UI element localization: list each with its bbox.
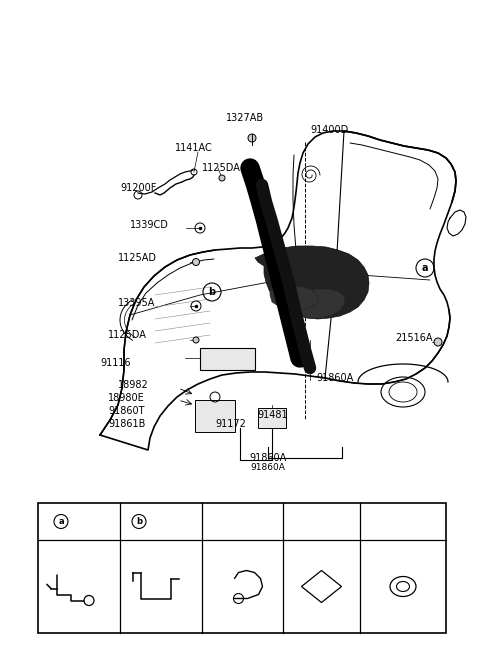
Text: 91400D: 91400D [310,125,348,135]
Text: 91461: 91461 [71,516,102,527]
Text: 18980E: 18980E [108,393,145,403]
Polygon shape [301,571,341,602]
Text: 1125DA: 1125DA [108,330,147,340]
Text: 91384: 91384 [388,516,418,527]
Polygon shape [270,286,318,310]
Text: 1327AB: 1327AB [226,113,264,123]
Text: 21516A: 21516A [395,333,432,343]
Circle shape [192,258,200,266]
Circle shape [219,175,225,181]
FancyBboxPatch shape [38,503,446,633]
Text: b: b [208,287,216,297]
Text: 91116: 91116 [100,358,131,368]
Text: 91172: 91172 [215,419,246,429]
Text: 91931K: 91931K [149,516,186,527]
Text: 1339CD: 1339CD [130,220,169,230]
Circle shape [193,337,199,343]
Text: 91860A: 91860A [251,464,286,472]
Text: 13395A: 13395A [118,298,156,308]
Text: 91481: 91481 [257,410,288,420]
Circle shape [248,134,256,142]
Circle shape [434,338,442,346]
Text: 91200F: 91200F [120,183,156,193]
Text: b: b [136,517,142,526]
FancyBboxPatch shape [195,400,235,432]
Polygon shape [255,246,369,319]
Polygon shape [285,289,345,318]
Text: 91860T: 91860T [108,406,144,416]
Text: 1125DA: 1125DA [202,163,241,173]
Text: a: a [58,517,64,526]
Text: 18982: 18982 [118,380,149,390]
Text: 91860A: 91860A [316,373,353,383]
Text: 1141AC: 1141AC [175,143,213,153]
Text: 1125AD: 1125AD [118,253,157,263]
Text: 91860A: 91860A [250,453,287,463]
Text: 91990: 91990 [227,516,258,527]
Text: 91861B: 91861B [108,419,145,429]
Text: a: a [422,263,428,273]
FancyBboxPatch shape [200,348,255,370]
FancyBboxPatch shape [258,408,286,428]
Text: 84184G: 84184G [302,516,341,527]
